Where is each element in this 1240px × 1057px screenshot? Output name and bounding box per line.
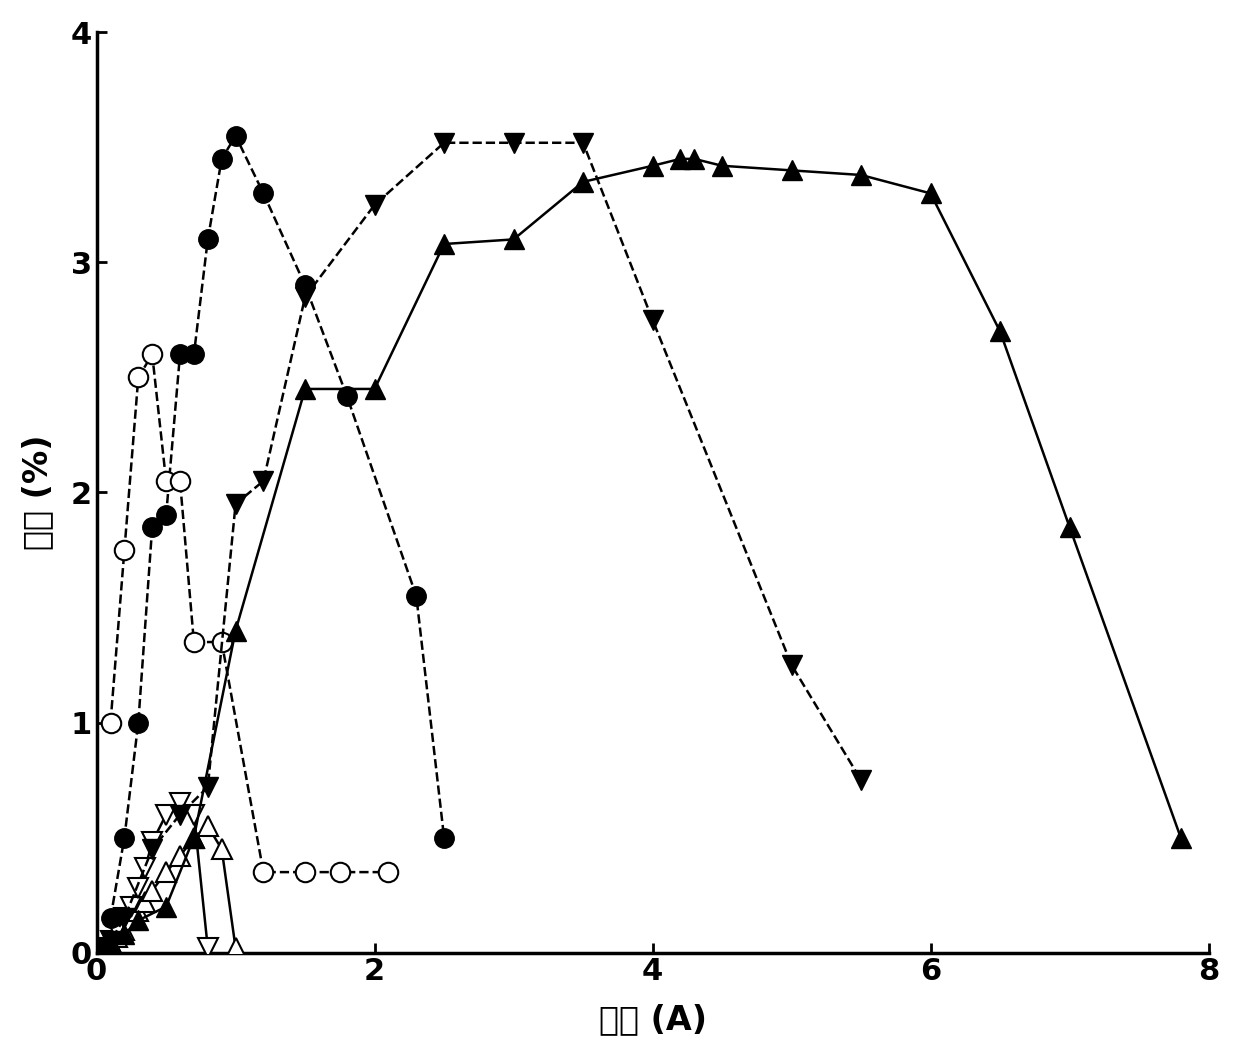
Y-axis label: 效率 (%): 效率 (%)	[21, 434, 53, 551]
X-axis label: 电流 (A): 电流 (A)	[599, 1003, 707, 1036]
